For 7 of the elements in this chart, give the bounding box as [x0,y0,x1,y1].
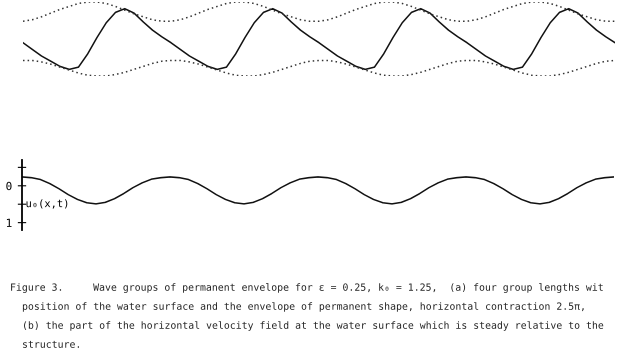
y-tick-label: 1 [6,218,12,227]
caption: Figure 3. Wave groups of permanent envelope for ε = 0.25, k₀ = 1.25, (a) four group lengths wit [11,283,603,293]
y-axis-title: u₀(x,t) [26,199,68,209]
text: position of the water surface and the envelope of permanent shape, horizontal contraction 2.5π, [22,302,584,312]
text: (b) the part of the horizontal velocity field at the water surface which is steady relative to the [24,321,604,331]
text: structure. [23,340,79,348]
y-tick-label: 0 [6,182,12,190]
